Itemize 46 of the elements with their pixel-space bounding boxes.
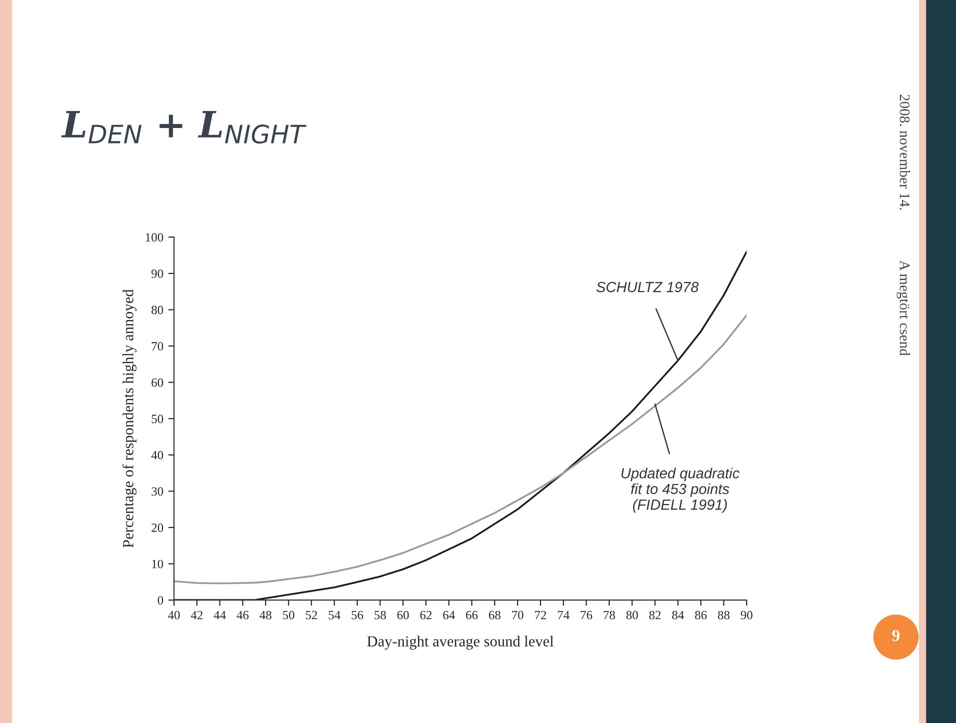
y-axis-title: Percentage of respondents highly annoyed	[122, 289, 136, 548]
annotation: SCHULTZ 1978	[596, 282, 699, 292]
x-tick-label: 70	[512, 610, 524, 620]
x-tick-label: 86	[695, 610, 707, 620]
x-tick-label: 46	[236, 610, 249, 620]
x-tick-label: 60	[397, 610, 409, 620]
x-tick-label: 52	[306, 610, 317, 620]
annotation: Updated quadratic fit to 453 points (FIDELL 1991)	[622, 468, 740, 513]
y-tick-label: 20	[152, 524, 164, 532]
x-tick-label: 74	[558, 610, 570, 620]
y-tick-label: 100	[146, 233, 164, 242]
line-series	[174, 314, 747, 584]
x-tick-label: 72	[535, 610, 546, 620]
x-tick-label: 66	[466, 610, 478, 620]
y-tick-label: 90	[151, 269, 164, 278]
x-tick-label: 58	[374, 610, 386, 620]
x-tick-label: 42	[190, 610, 202, 620]
y-tick-label: 30	[152, 487, 164, 496]
y-tick-label: 50	[152, 414, 164, 424]
y-tick-label: 0	[158, 596, 164, 605]
x-tick-label: 64	[443, 610, 455, 620]
y-tick-label: 70	[152, 342, 164, 350]
x-tick-label: 62	[420, 610, 432, 620]
x-tick-label: 76	[580, 610, 592, 620]
x-tick-label: 82	[649, 610, 661, 620]
y-tick-label: 10	[152, 560, 164, 568]
x-tick-label: 48	[260, 610, 272, 620]
x-tick-label: 50	[282, 610, 294, 620]
x-tick-label: 78	[604, 610, 615, 620]
y-tick-label: 60	[152, 378, 164, 387]
x-tick-label: 90	[740, 610, 752, 620]
x-tick-label: 84	[672, 610, 684, 620]
x-tick-label: 44	[214, 610, 226, 620]
text: 2008. november 14.	[900, 94, 910, 210]
chart-title: L$_{DEN}$ + L$_{NIGHT}$	[61, 111, 306, 144]
x-tick-label: 56	[352, 610, 364, 620]
x-tick-label: 68	[488, 610, 500, 620]
x-tick-label: 88	[718, 610, 730, 620]
y-tick-label: 40	[151, 450, 164, 460]
x-tick-label: 54	[328, 610, 340, 620]
x-tick-label: 40	[168, 610, 180, 620]
text: 9	[892, 630, 900, 642]
x-tick-label: 80	[626, 610, 638, 620]
y-tick-label: 80	[152, 306, 164, 314]
x-axis-title: Day-night average sound level	[367, 636, 554, 650]
text: A megtört csend	[896, 260, 910, 356]
